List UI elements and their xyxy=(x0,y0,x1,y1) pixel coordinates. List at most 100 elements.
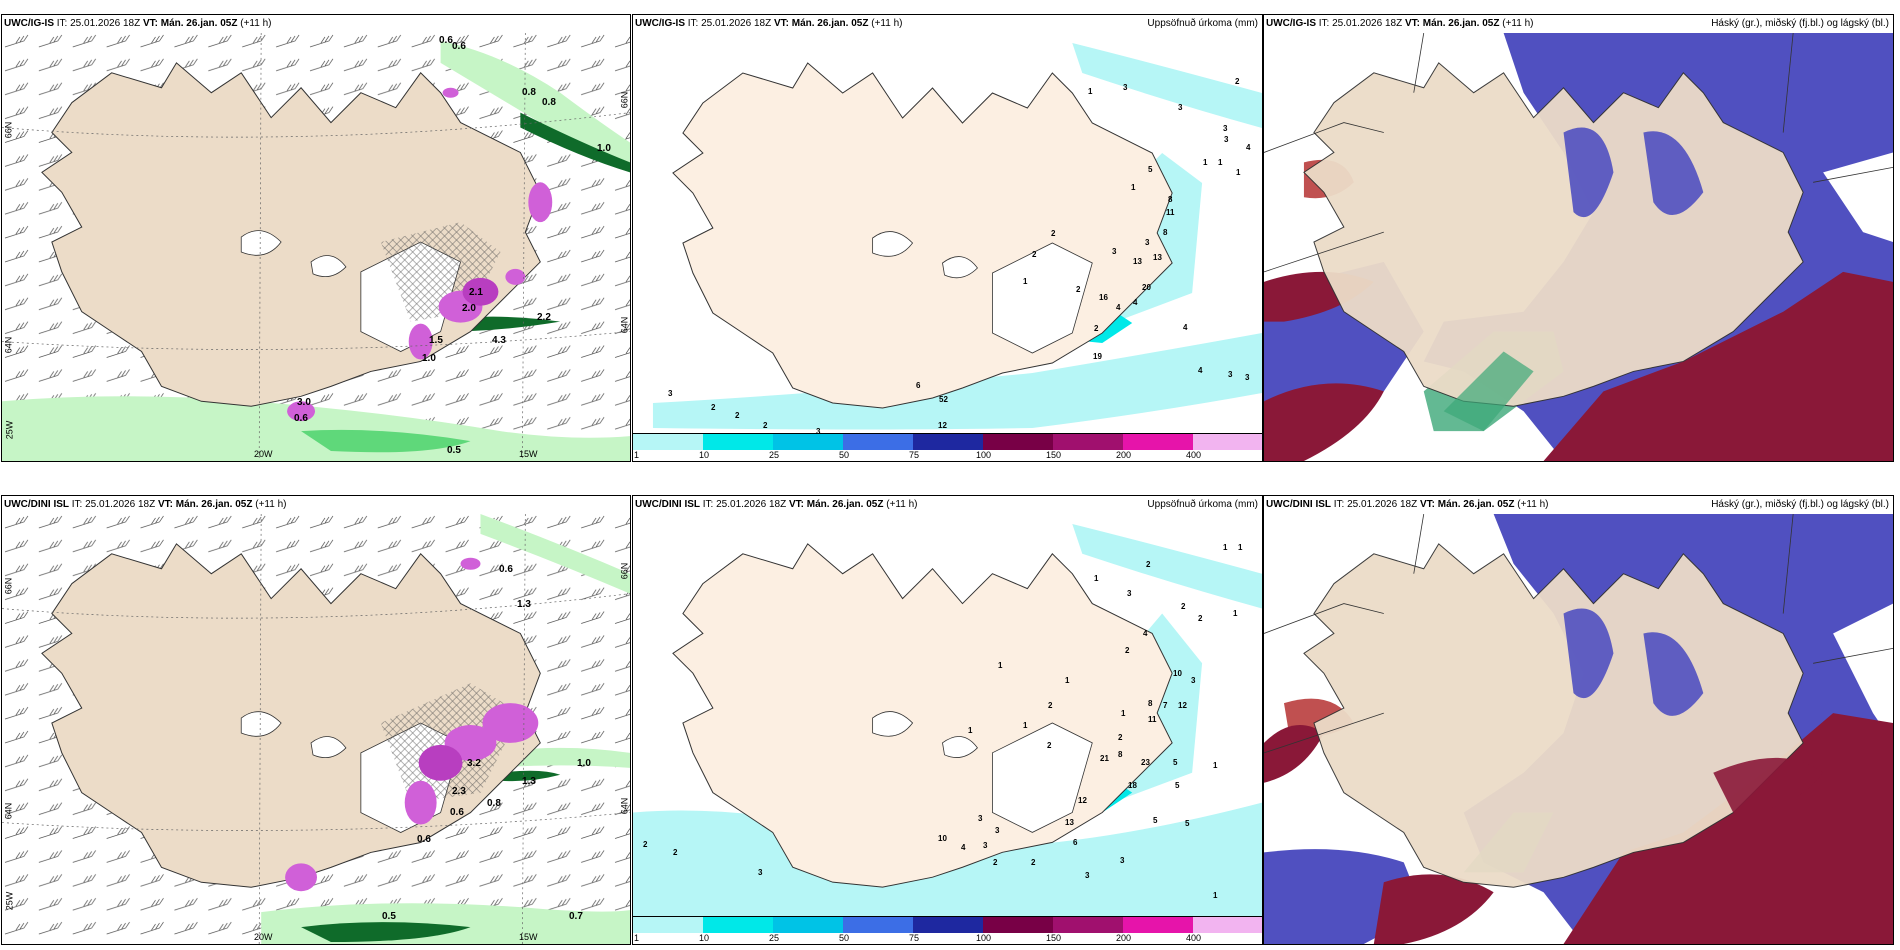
cloud-map[interactable] xyxy=(1264,33,1893,461)
precip-map[interactable] xyxy=(633,514,1262,916)
precip-label: 2 xyxy=(1235,77,1240,86)
precip-label: 11 xyxy=(1166,208,1175,217)
cloud-title: Háský (gr.), miðský (fj.bl.) og lágský (… xyxy=(1711,18,1889,29)
precip-label: 6 xyxy=(916,381,921,390)
contour-label: 0.6 xyxy=(450,807,464,818)
lead-time: (+11 h) xyxy=(1502,18,1534,29)
it-label: IT: xyxy=(687,18,699,29)
precip-label: 5 xyxy=(1185,819,1190,828)
contour-label: 2.2 xyxy=(537,312,551,323)
model-name: UWC/DINI ISL xyxy=(1266,499,1331,510)
precip-label: 2 xyxy=(1051,229,1056,238)
precip-label: 2 xyxy=(1031,858,1036,867)
precip-label: 3 xyxy=(1223,124,1228,133)
iceland-land xyxy=(41,62,541,407)
wind-map[interactable] xyxy=(2,33,630,461)
colorbar-swatch xyxy=(843,433,914,450)
precip-label: 2 xyxy=(1181,602,1186,611)
precip-label: 3 xyxy=(1178,103,1183,112)
precip-label: 2 xyxy=(1118,733,1123,742)
colorbar-tick: 200 xyxy=(1116,450,1132,460)
lat-label-64n-right: 64N xyxy=(619,316,630,334)
lat-label-25w: 25W xyxy=(4,891,15,911)
panel-header: UWC/IG-IS IT: 25.01.2026 18Z VT: Mán. 26… xyxy=(633,15,1262,33)
colorbar-swatch xyxy=(913,433,984,450)
precip-label: 12 xyxy=(1078,796,1087,805)
precip-label: 13 xyxy=(1153,253,1162,262)
precip-panel-row2: UWC/DINI ISL IT: 25.01.2026 18Z VT: Mán.… xyxy=(632,495,1263,945)
contour-label: 0.8 xyxy=(542,97,556,108)
contour-label: 1.0 xyxy=(422,353,436,364)
precip-label: 3 xyxy=(1245,373,1250,382)
precip-label: 3 xyxy=(758,868,763,877)
precip-label: 1 xyxy=(968,726,973,735)
contour-label: 1.0 xyxy=(577,758,591,769)
colorbar-swatch xyxy=(633,433,704,450)
it-value: 25.01.2026 18Z xyxy=(716,499,787,510)
lead-time: (+11 h) xyxy=(871,18,903,29)
precip-label: 1 xyxy=(1088,87,1093,96)
precip-label: 5 xyxy=(1153,816,1158,825)
precip-label: 19 xyxy=(1093,352,1102,361)
vt-label: VT: xyxy=(773,18,789,29)
lead-time: (+11 h) xyxy=(255,499,287,510)
lat-label-66n-right: 66N xyxy=(619,91,630,109)
colorbar-swatch xyxy=(843,916,914,933)
precip-label: 3 xyxy=(1224,135,1229,144)
precip-label: 3 xyxy=(1191,676,1196,685)
precip-label: 5 xyxy=(1173,758,1178,767)
colorbar-swatch xyxy=(773,916,844,933)
precip-label: 1 xyxy=(1023,277,1028,286)
vt-label: VT: xyxy=(1419,499,1435,510)
wind-panel-row1: UWC/IG-IS IT: 25.01.2026 18Z VT: Mán. 26… xyxy=(1,14,631,462)
precip-map[interactable] xyxy=(633,33,1262,433)
precip-label: 2 xyxy=(1125,646,1130,655)
vt-label: VT: xyxy=(788,499,804,510)
cloud-map[interactable] xyxy=(1264,514,1893,944)
colorbar-swatch xyxy=(913,916,984,933)
precip-label: 1 xyxy=(1213,891,1218,900)
precip-label: 11 xyxy=(1148,715,1157,724)
precip-label: 1 xyxy=(1233,609,1238,618)
precip-label: 2 xyxy=(711,403,716,412)
precip-label: 5 xyxy=(1175,781,1180,790)
lon-label-15w: 15W xyxy=(519,932,538,942)
wind-panel-row2: UWC/DINI ISL IT: 25.01.2026 18Z VT: Mán.… xyxy=(1,495,631,945)
precip-label: 2 xyxy=(1076,285,1081,294)
lat-label-25w: 25W xyxy=(4,420,15,440)
contour-label: 1.3 xyxy=(522,776,536,787)
model-name: UWC/IG-IS xyxy=(1266,18,1316,29)
precip-blobs xyxy=(287,87,553,422)
lon-label-20w: 20W xyxy=(254,932,273,942)
panel-header: UWC/IG-IS IT: 25.01.2026 18Z VT: Mán. 26… xyxy=(2,15,630,33)
colorbar-swatch xyxy=(983,916,1054,933)
it-label: IT: xyxy=(1318,18,1330,29)
it-label: IT: xyxy=(56,18,68,29)
vt-label: VT: xyxy=(1404,18,1420,29)
contour-label: 0.6 xyxy=(417,834,431,845)
wind-map[interactable] xyxy=(2,514,630,944)
colorbar-tick: 400 xyxy=(1186,450,1202,460)
colorbar-tick: 1 xyxy=(634,933,640,943)
colorbar-swatch xyxy=(1123,433,1194,450)
wind-map-svg xyxy=(2,33,630,461)
lead-time: (+11 h) xyxy=(240,18,272,29)
vt-value: Mán. 26.jan. 05Z xyxy=(160,18,238,29)
colorbar-swatch xyxy=(633,916,704,933)
precip-label: 23 xyxy=(1141,758,1150,767)
panel-header: UWC/DINI ISL IT: 25.01.2026 18Z VT: Mán.… xyxy=(633,496,1262,514)
precip-label: 12 xyxy=(1178,701,1187,710)
lat-label-64n-left: 64N xyxy=(3,336,14,354)
precip-label: 1 xyxy=(1131,183,1136,192)
lat-label-66n-left: 66N xyxy=(3,577,14,595)
precip-label: 3 xyxy=(995,826,1000,835)
precip-map-svg xyxy=(633,523,1262,916)
precip-label: 4 xyxy=(1198,366,1203,375)
colorbar-tick: 50 xyxy=(839,933,850,943)
precip-label: 13 xyxy=(1133,257,1142,266)
panel-header: UWC/DINI ISL IT: 25.01.2026 18Z VT: Mán.… xyxy=(1264,496,1893,514)
it-value: 25.01.2026 18Z xyxy=(1347,499,1418,510)
precip-label: 8 xyxy=(1148,699,1153,708)
precip-label: 1 xyxy=(1238,543,1243,552)
colorbar-tick: 25 xyxy=(769,450,780,460)
